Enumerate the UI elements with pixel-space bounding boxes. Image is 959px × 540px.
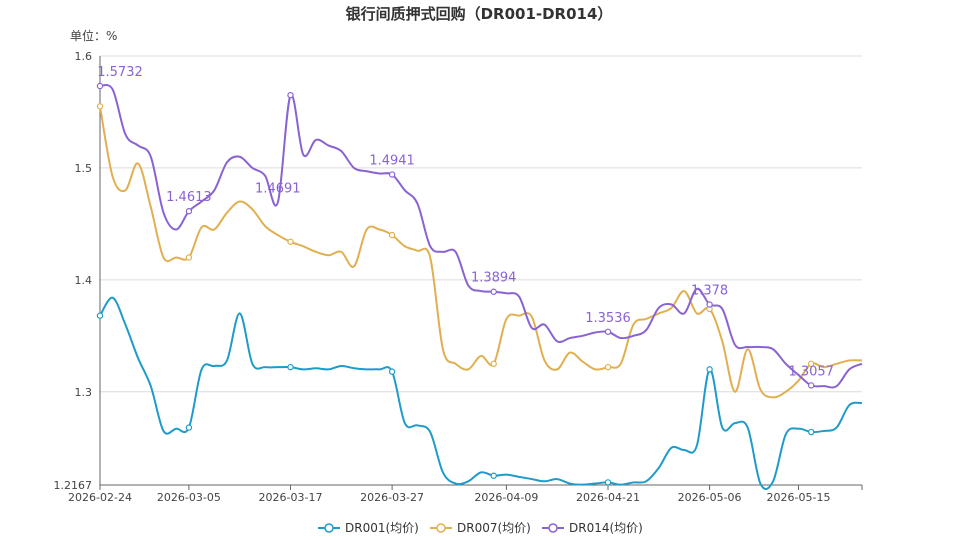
data-point-marker [808, 360, 815, 367]
data-point-marker [287, 238, 294, 245]
chart-title: 银行间质押式回购（DR001-DR014） [346, 5, 613, 23]
data-point-marker [388, 368, 396, 375]
unit-label: 单位：% [70, 28, 117, 43]
data-label: 1.3536 [585, 311, 631, 326]
data-point-marker [706, 366, 713, 373]
legend-marker [436, 523, 446, 533]
data-point-marker [604, 363, 612, 371]
data-point-marker [808, 428, 815, 436]
series-line-1 [99, 296, 863, 490]
data-point-marker [490, 472, 497, 479]
data-point-marker [185, 254, 193, 261]
data-point-marker [287, 363, 294, 371]
grid-lines [100, 55, 862, 393]
legend-item-2[interactable]: DR007(均价) [430, 521, 531, 535]
data-point-marker [287, 91, 294, 99]
data-label: 1.4613 [166, 190, 212, 205]
legend-item-1[interactable]: DR001(均价) [318, 521, 419, 535]
data-point-marker [96, 82, 104, 90]
axes: 1.2167 1.3 1.4 1.5 1.6 2026-02-24 2026-03-05 20… [54, 50, 863, 504]
x-tick-label: 2026-04-09 [474, 491, 538, 504]
data-point-marker [604, 328, 612, 335]
x-tick-label: 2026-05-15 [767, 491, 831, 504]
x-tick-label: 2026-03-27 [360, 491, 424, 504]
legend-item-3[interactable]: DR014(均价) [542, 521, 643, 535]
y-tick-label: 1.4 [75, 274, 93, 287]
legend-label: DR014(均价) [569, 521, 643, 535]
data-label: 1.4691 [255, 182, 301, 197]
data-point-marker [388, 171, 396, 178]
legend-label: DR007(均价) [457, 521, 531, 535]
data-label: 1.378 [691, 283, 728, 298]
y-tick-label: 1.2167 [54, 479, 93, 492]
x-tick-label: 2026-03-05 [157, 491, 221, 504]
series-line-3 [99, 83, 863, 389]
y-tick-label: 1.5 [75, 162, 93, 175]
legend-marker [324, 523, 334, 533]
data-point-marker [388, 231, 396, 239]
data-point-marker [96, 103, 104, 110]
series-line-2 [99, 106, 863, 399]
data-point-marker [490, 360, 497, 367]
x-tick-label: 2026-05-06 [678, 491, 742, 504]
series-lines [99, 83, 863, 490]
x-tick-label: 2026-02-24 [68, 491, 132, 504]
legend-marker [548, 523, 558, 533]
data-point-marker [604, 479, 612, 486]
data-point-marker [808, 382, 815, 389]
data-label: 1.4941 [369, 154, 415, 169]
y-tick-label: 1.3 [75, 386, 93, 399]
x-tick-label: 2026-03-17 [259, 491, 323, 504]
legend-label: DR001(均价) [345, 521, 419, 535]
x-tick-label: 2026-04-21 [576, 491, 640, 504]
data-label: 1.5732 [97, 65, 143, 80]
legend[interactable]: DR001(均价) DR007(均价) DR014(均价) [318, 521, 643, 535]
data-label: 1.3894 [471, 271, 517, 286]
data-labels: 1.5732 1.4613 1.4691 1.4941 1.3894 1.3536 1.37… [97, 65, 834, 379]
data-point-marker [96, 312, 104, 319]
data-point-marker [185, 208, 193, 215]
data-point-marker [185, 424, 193, 431]
data-point-marker [706, 301, 713, 308]
data-point-marker [490, 288, 497, 295]
data-markers [96, 82, 815, 486]
y-tick-label: 1.6 [75, 50, 93, 63]
data-label: 1.3057 [788, 364, 834, 379]
